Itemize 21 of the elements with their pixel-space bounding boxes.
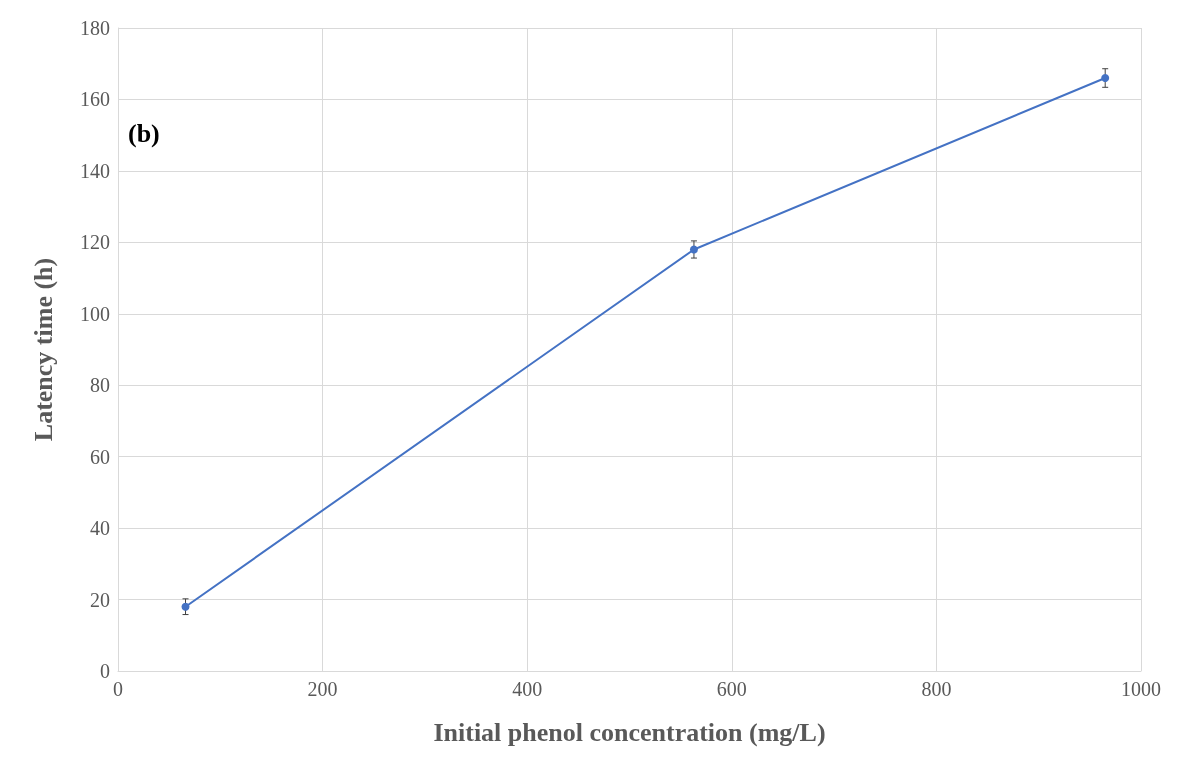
x-tick-label: 200 [307,678,338,700]
point [181,602,190,611]
y-tick-label: 40 [90,517,110,540]
x-tick-label: 400 [512,678,543,700]
point [1101,74,1110,83]
y-tick-label: 20 [90,588,110,611]
y-tick-label: 180 [80,17,110,39]
x-tick-label: 1000 [1121,678,1161,700]
y-tick-label: 160 [80,88,110,111]
y-tick-label: 100 [80,302,110,325]
x-tick-label: 800 [921,678,952,700]
y-tick-label: 140 [80,159,110,182]
x-tick-label: 600 [716,678,747,700]
y-axis-title: Latency time (h) [28,257,58,442]
y-tick-label: 120 [80,231,110,254]
point [689,245,698,254]
annotation: (b) [128,118,160,148]
y-tick-label: 60 [90,445,110,468]
y-tick-label: 0 [100,660,110,682]
y-tick-label: 80 [90,374,110,397]
x-axis-title: Initial phenol concentration (mg/L) [433,717,826,747]
